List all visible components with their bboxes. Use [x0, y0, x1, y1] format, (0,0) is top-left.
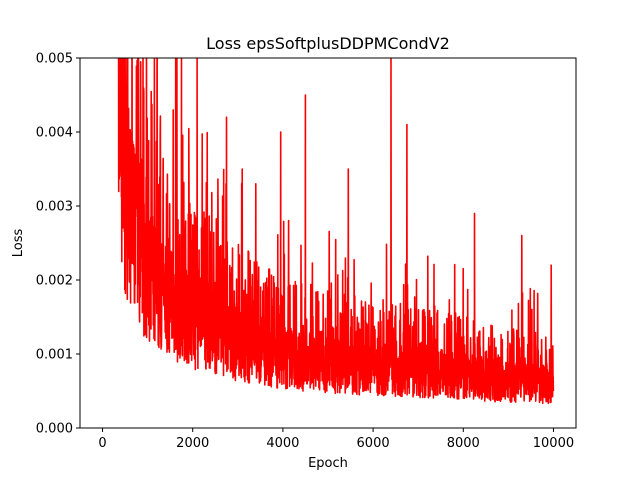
y-axis-label: Loss	[11, 229, 26, 258]
y-tick-label: 0.001	[36, 348, 73, 363]
y-tick-label: 0.003	[36, 200, 73, 215]
x-tick-label: 0	[98, 436, 106, 451]
chart-title: Loss epsSoftplusDDPMCondV2	[206, 34, 450, 53]
y-axis-ticks: 0.000 0.001 0.002 0.003 0.004 0.005	[36, 52, 80, 437]
series-line-loss	[117, 58, 555, 405]
y-tick-label: 0.000	[36, 422, 73, 437]
plot-frame	[79, 57, 577, 429]
x-tick-label: 4000	[266, 436, 299, 451]
y-tick-label: 0.005	[36, 52, 73, 67]
x-axis-ticks: 0 2000 4000 6000 8000 10000	[98, 428, 574, 451]
y-tick-label: 0.004	[36, 126, 73, 141]
x-tick-label: 6000	[357, 436, 390, 451]
x-tick-label: 10000	[533, 436, 574, 451]
y-tick-label: 0.002	[36, 274, 73, 289]
plot-area	[117, 58, 555, 405]
x-tick-label: 2000	[176, 436, 209, 451]
x-axis-label: Epoch	[308, 456, 348, 471]
x-tick-label: 8000	[447, 436, 480, 451]
